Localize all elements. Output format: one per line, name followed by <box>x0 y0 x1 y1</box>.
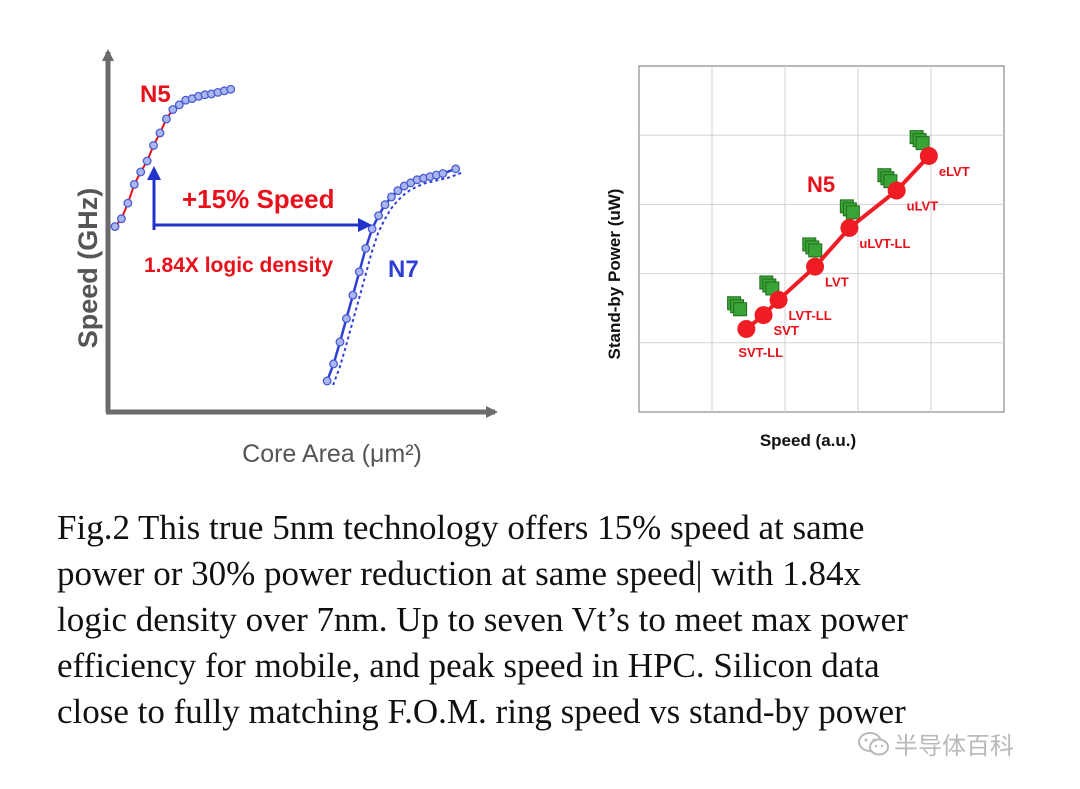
data-point <box>174 100 184 110</box>
data-point <box>348 290 358 300</box>
data-point <box>386 192 396 202</box>
point-label: SVT-LL <box>738 345 783 360</box>
data-point <box>354 267 364 277</box>
wechat-icon <box>858 731 889 755</box>
chart-annotation-n5: N5 <box>807 172 835 197</box>
data-point <box>142 156 152 166</box>
point-label: uLVT <box>907 199 939 214</box>
data-point <box>374 211 384 221</box>
data-point <box>380 200 390 210</box>
data-point <box>840 218 859 237</box>
series-label-n7: N7 <box>388 256 419 283</box>
point-label: LVT-LL <box>789 308 832 323</box>
y-axis-label: Stand-by Power (uW) <box>605 189 624 360</box>
speed-gain-arrow <box>147 166 372 232</box>
data-point <box>168 105 178 115</box>
point-label: eLVT <box>939 164 970 179</box>
data-point <box>887 181 906 200</box>
point-label: uLVT-LL <box>859 236 910 251</box>
data-point <box>322 376 332 386</box>
data-point <box>136 167 146 177</box>
series-layer <box>110 84 463 386</box>
data-point <box>110 222 120 232</box>
data-point <box>919 146 938 165</box>
axes <box>102 49 498 418</box>
data-point <box>393 186 403 196</box>
series-label-n5: N5 <box>140 81 171 108</box>
caption-line: efficiency for mobile, and peak speed in… <box>57 646 880 685</box>
caption-line: Fig.2 This true 5nm technology offers 15… <box>57 508 865 547</box>
point-label: LVT <box>825 275 849 290</box>
data-point <box>116 214 126 224</box>
data-point <box>806 257 825 276</box>
data-point <box>129 179 139 189</box>
watermark-text: 半导体百科 <box>894 732 1014 760</box>
caption-line: power or 30% power reduction at same spe… <box>57 554 862 593</box>
speed-gain-label: +15% Speed <box>182 184 334 214</box>
point-label: SVT <box>774 323 799 338</box>
series-target <box>727 130 930 317</box>
data-point <box>329 359 339 369</box>
standby-power-vs-speed-chart: Stand-by Power (uW) Speed (a.u.) N5 SVT-… <box>605 65 1005 450</box>
data-point <box>335 337 345 347</box>
target-marker <box>733 302 748 317</box>
caption-line: logic density over 7nm. Up to seven Vt’s… <box>57 600 908 639</box>
target-marker <box>808 243 823 258</box>
data-point <box>361 243 371 253</box>
data-point <box>769 290 788 309</box>
grid <box>639 66 1004 412</box>
y-axis-label: Speed (GHz) <box>73 188 103 349</box>
data-point <box>737 319 756 338</box>
plot-area <box>638 65 1005 413</box>
caption-line: close to fully matching F.O.M. ring spee… <box>57 692 906 731</box>
data-point <box>341 314 351 324</box>
series-n7 <box>322 164 463 386</box>
data-point <box>155 128 165 138</box>
data-point <box>754 306 773 325</box>
speed-vs-area-chart: Speed (GHz) Core Area (μm²) N5 N7 +15% S… <box>73 49 498 468</box>
figure-caption: Fig.2 This true 5nm technology offers 15… <box>57 505 1067 735</box>
watermark: 半导体百科 <box>858 726 1014 761</box>
x-axis-label: Speed (a.u.) <box>760 431 856 450</box>
x-axis-label: Core Area (μm²) <box>242 440 422 468</box>
data-point <box>451 164 461 174</box>
density-label: 1.84X logic density <box>144 254 333 277</box>
data-point <box>367 224 377 234</box>
data-point <box>438 169 448 178</box>
data-point <box>123 198 133 208</box>
data-point <box>226 84 236 94</box>
data-point <box>161 114 171 124</box>
data-point <box>149 140 159 150</box>
series-n5 <box>110 84 236 232</box>
target-marker <box>845 205 860 220</box>
